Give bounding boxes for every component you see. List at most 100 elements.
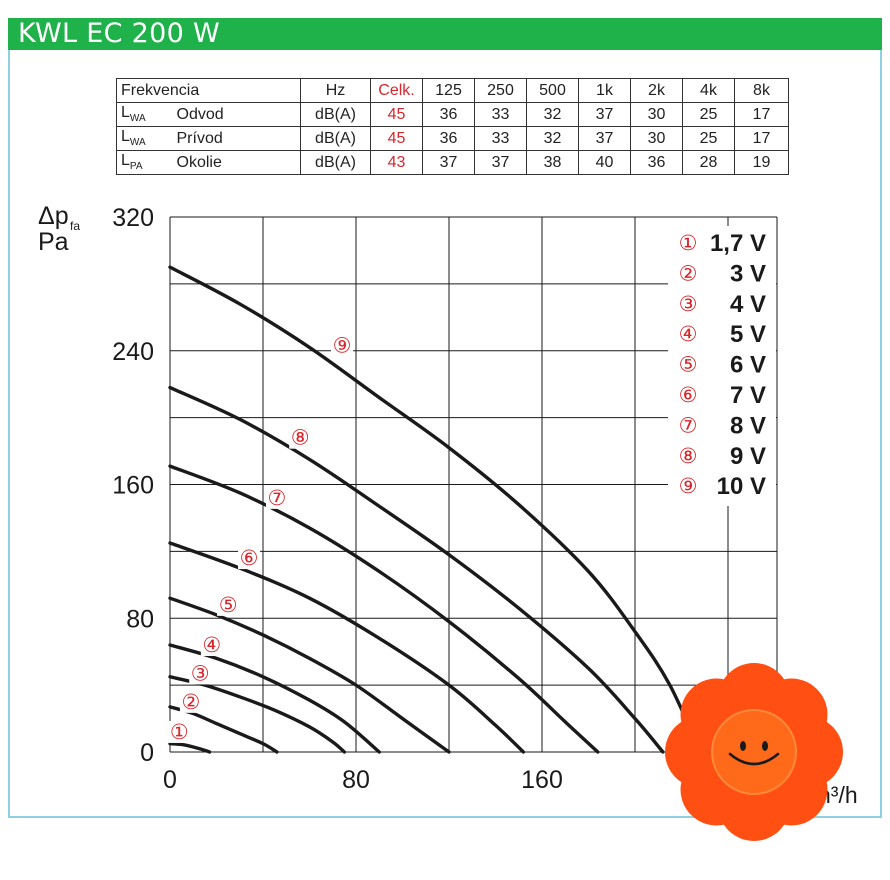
curve-marker-bg (168, 720, 191, 743)
noise-row-name: Okolie (172, 150, 301, 175)
title-bar (8, 18, 882, 50)
flower-eye (762, 741, 768, 751)
noise-row-symbol: LWA (116, 102, 173, 127)
curve-marker-3: ③ (191, 661, 210, 685)
legend-label: 7 V (730, 382, 766, 409)
legend-marker: ⑧ (679, 444, 698, 468)
x-tick-label: 80 (342, 766, 370, 794)
curve-2 (168, 705, 279, 754)
legend-label: 10 V (717, 473, 766, 500)
flower-eye (740, 741, 746, 751)
noise-table-row: LWA Odvod dB(A) 45 36 33 32 37 30 25 17 (116, 102, 789, 127)
curve-1 (168, 741, 212, 754)
curve-3 (168, 675, 347, 754)
curve-marker-6: ⑥ (240, 546, 259, 570)
curve-5 (168, 596, 451, 754)
noise-table-body: Frekvencia Hz Celk. 125 250 500 1k 2k 4k 8k LWA Odv… (116, 78, 789, 175)
curve-marker-bg (189, 662, 212, 685)
curve-8 (168, 385, 665, 754)
legend-label: 1,7 V (710, 230, 766, 257)
legend-label: 9 V (730, 443, 766, 470)
x-tick-label: 0 (163, 766, 177, 794)
noise-row-value: 37 (474, 150, 527, 175)
y-tick-label: 0 (140, 739, 154, 767)
legend-marker: ② (679, 261, 698, 285)
legend-marker: ⑥ (679, 383, 698, 407)
legend-label: 6 V (730, 352, 766, 379)
noise-row-value: 30 (630, 102, 683, 127)
legend-marker: ⑦ (679, 413, 698, 437)
noise-row-value: 32 (526, 126, 579, 151)
noise-row-value: 25 (682, 126, 735, 151)
noise-header-cell: 1k (578, 78, 631, 103)
noise-row-value: 37 (422, 150, 475, 175)
legend-marker: ① (679, 231, 698, 255)
noise-row-value: 33 (474, 102, 527, 127)
curve-marker-9: ⑨ (333, 334, 352, 358)
noise-row-name: Prívod (172, 126, 301, 151)
flower-center (711, 709, 797, 795)
legend-label: 8 V (730, 412, 766, 439)
noise-row-total: 43 (370, 150, 423, 175)
noise-row-name: Odvod (172, 102, 301, 127)
curve-4 (168, 643, 381, 754)
y-axis-title-sub: fa (70, 219, 80, 233)
legend-marker: ⑨ (679, 474, 698, 498)
chart-legend: ① 1,7 V ② 3 V ③ 4 V ④ 5 V ⑤ 6 V ⑥ 7 V ⑦ 8 V ⑧ 9 V ⑨ 10 V (668, 226, 776, 506)
x-tick-label: 160 (521, 766, 563, 794)
curve-labels: ① ② ③ ④ ⑤⑥ ⑦ ⑧ ⑨ (168, 334, 354, 744)
legend-marker: ③ (679, 292, 698, 316)
curve-marker-8: ⑧ (291, 426, 310, 450)
curve-marker-5: ⑤ (219, 593, 238, 617)
curve-9 (168, 265, 702, 754)
y-tick-label: 160 (112, 472, 154, 500)
curve-marker-bg (331, 334, 354, 357)
curve-marker-4: ④ (202, 633, 221, 657)
curve-marker-bg (217, 593, 240, 616)
noise-header-cell: 2k (630, 78, 683, 103)
curve-marker-bg (289, 426, 312, 449)
noise-table: Frekvencia Hz Celk. 125 250 500 1k 2k 4k 8k LWA Odv… (116, 78, 789, 175)
noise-row-symbol: LPA (116, 150, 173, 175)
noise-row-value: 28 (682, 150, 735, 175)
legend-label: 3 V (730, 260, 766, 287)
noise-row-unit: dB(A) (300, 126, 371, 151)
curve-marker-2: ② (182, 690, 201, 714)
y-tick-label: 80 (126, 605, 154, 633)
curve-marker-bg (238, 547, 261, 570)
noise-header-cell: 8k (734, 78, 789, 103)
noise-row-value: 40 (578, 150, 631, 175)
curve-marker-bg (200, 634, 223, 656)
noise-row-unit: dB(A) (300, 150, 371, 175)
noise-row-unit: dB(A) (300, 102, 371, 127)
y-axis-unit: Pa (38, 228, 69, 256)
y-tick-label: 320 (112, 204, 154, 232)
noise-table-row: LWA Prívod dB(A) 45 36 33 32 37 30 25 17 (116, 126, 789, 151)
curve-marker-bg (179, 690, 202, 713)
y-tick-label: 240 (112, 338, 154, 366)
page-title: KWL EC 200 W (18, 18, 220, 49)
noise-row-value: 19 (734, 150, 789, 175)
noise-table-row: LPA Okolie dB(A) 43 37 37 38 40 36 28 19 (116, 150, 789, 175)
noise-row-value: 30 (630, 126, 683, 151)
noise-header-cell: Frekvencia (116, 78, 301, 103)
curve-marker-7: ⑦ (268, 486, 287, 510)
noise-table-header-row: Frekvencia Hz Celk. 125 250 500 1k 2k 4k 8k (116, 78, 789, 103)
noise-row-value: 38 (526, 150, 579, 175)
legend-marker: ④ (679, 322, 698, 346)
noise-row-value: 25 (682, 102, 735, 127)
legend-label: 4 V (730, 291, 766, 318)
legend-marker: ⑤ (679, 353, 698, 377)
noise-row-symbol: LWA (116, 126, 173, 151)
noise-row-value: 36 (630, 150, 683, 175)
legend-label: 5 V (730, 321, 766, 348)
noise-row-value: 32 (526, 102, 579, 127)
curve-7 (168, 464, 600, 754)
legend-box (668, 226, 776, 506)
curve-marker-1: ① (170, 720, 189, 744)
flower-smile (728, 752, 780, 766)
y-axis-title: Δp (38, 202, 69, 230)
